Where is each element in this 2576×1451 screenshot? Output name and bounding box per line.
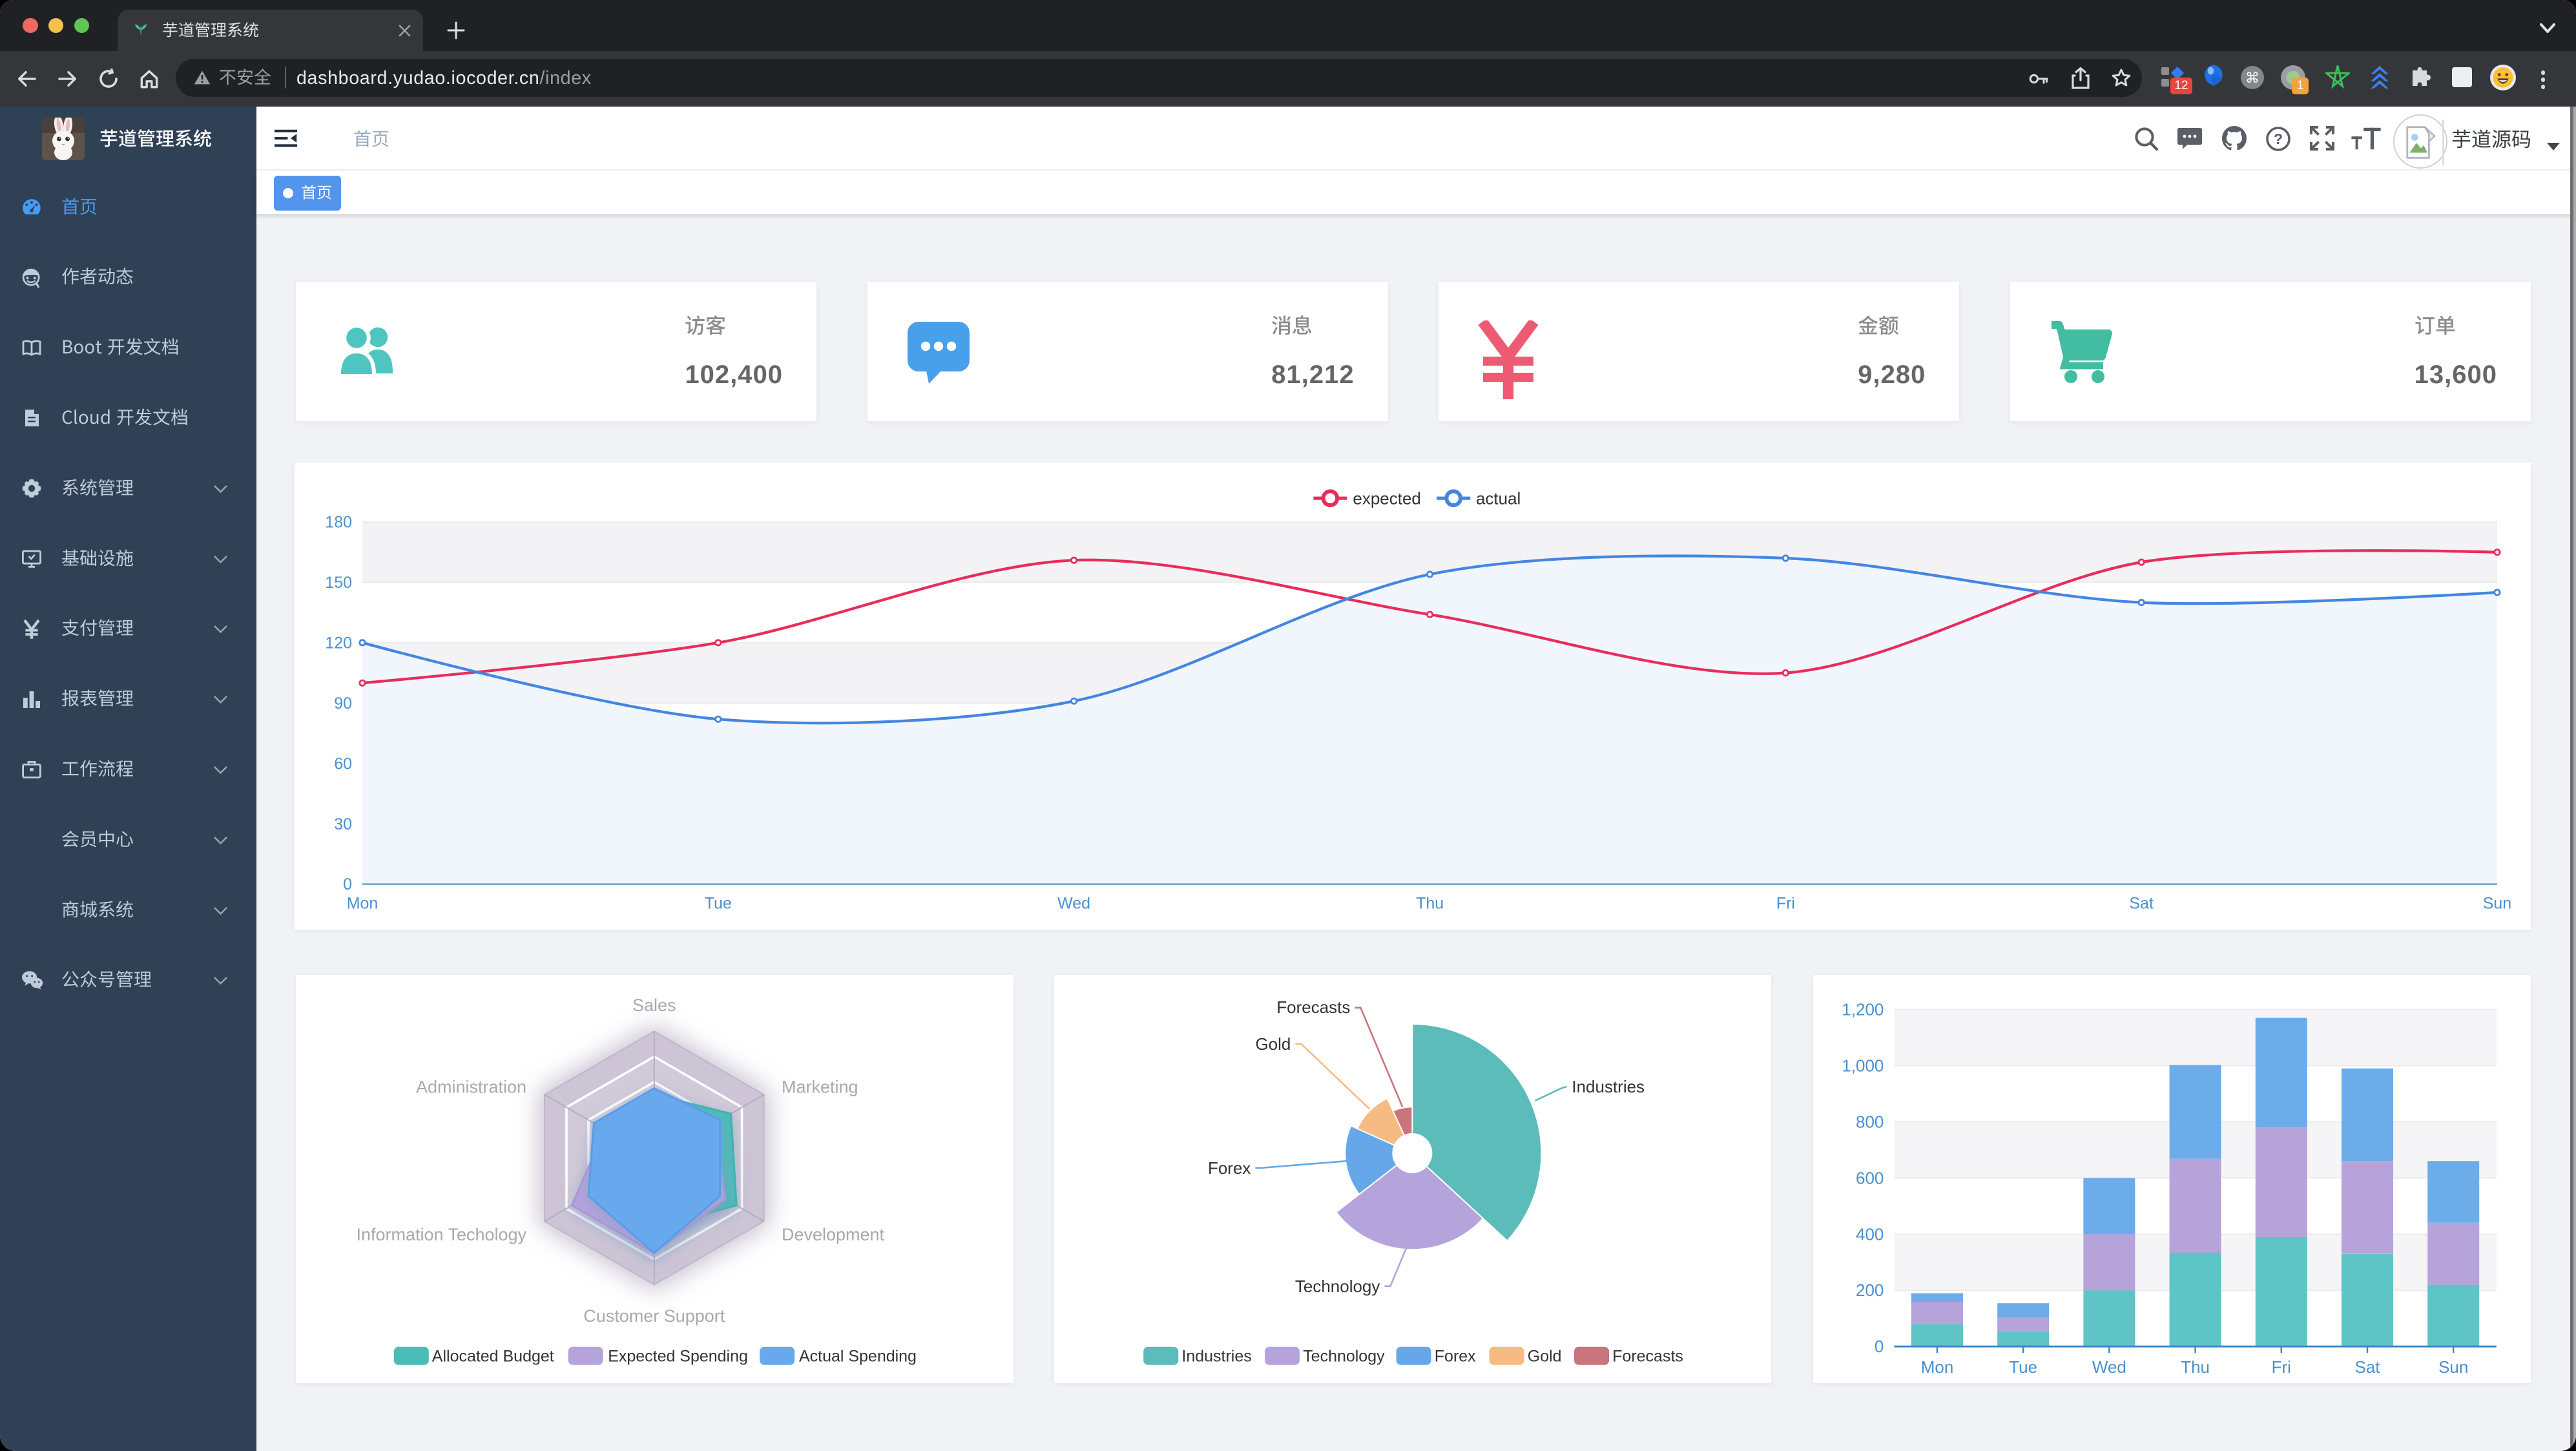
svg-text:Customer Support: Customer Support	[583, 1306, 725, 1326]
svg-text:expected: expected	[1353, 489, 1420, 508]
svg-text:Mon: Mon	[1920, 1357, 1953, 1377]
svg-text:1,000: 1,000	[1842, 1056, 1884, 1076]
svg-text:Forex: Forex	[1434, 1348, 1475, 1366]
svg-text:Industries: Industries	[1572, 1077, 1645, 1096]
svg-text:Actual Spending: Actual Spending	[799, 1348, 917, 1366]
svg-text:Technology: Technology	[1295, 1277, 1380, 1296]
svg-text:Mon: Mon	[347, 895, 379, 913]
svg-text:Development: Development	[782, 1225, 884, 1244]
svg-text:Tue: Tue	[705, 895, 732, 913]
svg-text:Fri: Fri	[2271, 1357, 2290, 1377]
svg-text:Information Techology: Information Techology	[356, 1225, 526, 1244]
svg-text:Tue: Tue	[2009, 1357, 2037, 1377]
svg-text:0: 0	[343, 875, 352, 893]
svg-text:60: 60	[334, 755, 352, 773]
svg-text:Wed: Wed	[2092, 1357, 2126, 1377]
svg-text:90: 90	[334, 694, 352, 713]
svg-text:Gold: Gold	[1255, 1034, 1291, 1054]
svg-text:Forecasts: Forecasts	[1276, 997, 1350, 1017]
svg-text:30: 30	[334, 815, 352, 833]
svg-text:800: 800	[1856, 1112, 1884, 1132]
svg-text:Sun: Sun	[2483, 895, 2511, 913]
svg-text:150: 150	[325, 574, 352, 592]
svg-text:Gold: Gold	[1527, 1348, 1561, 1366]
svg-text:Forecasts: Forecasts	[1612, 1348, 1683, 1366]
svg-text:Allocated Budget: Allocated Budget	[432, 1348, 554, 1366]
svg-text:Thu: Thu	[2181, 1357, 2210, 1377]
svg-text:Expected Spending: Expected Spending	[608, 1348, 748, 1366]
svg-text:Sales: Sales	[632, 996, 676, 1015]
svg-text:Sat: Sat	[2129, 895, 2154, 913]
svg-text:1,200: 1,200	[1842, 1000, 1884, 1019]
svg-text:180: 180	[325, 514, 352, 532]
svg-text:Wed: Wed	[1057, 895, 1090, 913]
svg-text:Marketing: Marketing	[782, 1078, 858, 1097]
svg-text:Sat: Sat	[2354, 1357, 2380, 1377]
svg-text:600: 600	[1856, 1169, 1884, 1188]
svg-text:400: 400	[1856, 1225, 1884, 1244]
svg-text:Industries: Industries	[1181, 1348, 1251, 1366]
svg-text:120: 120	[325, 634, 352, 652]
svg-text:Sun: Sun	[2438, 1357, 2468, 1377]
svg-text:0: 0	[1875, 1337, 1884, 1356]
svg-text:Administration: Administration	[416, 1078, 526, 1097]
svg-text:200: 200	[1856, 1280, 1884, 1300]
svg-text:Technology: Technology	[1303, 1348, 1385, 1366]
svg-text:Fri: Fri	[1776, 895, 1795, 913]
svg-text:Forex: Forex	[1208, 1158, 1251, 1178]
svg-text:Thu: Thu	[1416, 895, 1444, 913]
svg-text:⌘: ⌘	[2245, 70, 2259, 86]
svg-text:?: ?	[2274, 130, 2283, 147]
svg-text:actual: actual	[1476, 489, 1521, 508]
